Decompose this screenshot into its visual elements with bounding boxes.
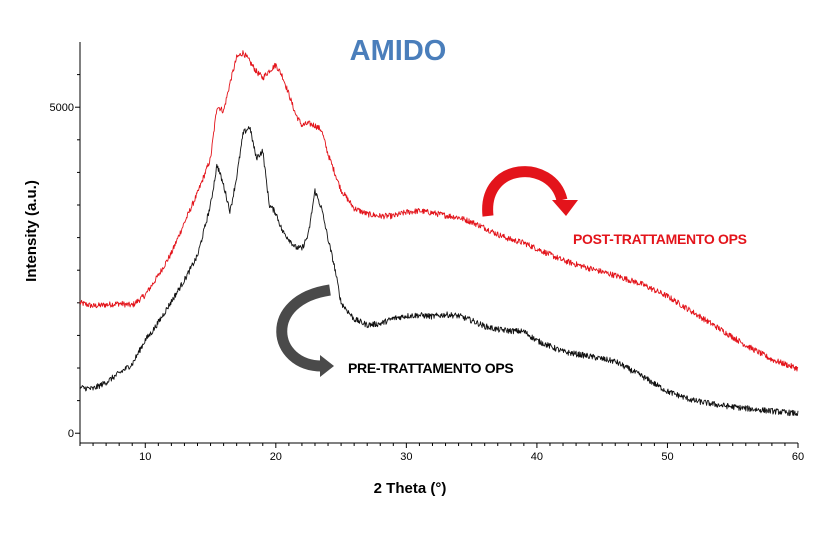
pre-treatment-label: PRE-TRATTAMENTO OPS	[348, 360, 513, 376]
x-tick-label: 60	[792, 451, 804, 463]
x-tick-label: 50	[661, 451, 673, 463]
post-treatment-label: POST-TRATTAMENTO OPS	[573, 231, 747, 247]
pre-treatment-arrow-icon	[276, 284, 334, 377]
x-tick-label: 40	[531, 451, 543, 463]
post-treatment-arrow-icon	[482, 166, 578, 217]
x-tick-label: 10	[139, 451, 151, 463]
series-line-post-trattamento	[79, 50, 799, 372]
y-tick-label: 0	[68, 428, 74, 440]
y-tick-label: 5000	[50, 102, 74, 114]
x-ticks: 10 20 30 40 50 60	[79, 443, 804, 463]
chart-title: AMIDO	[350, 35, 447, 67]
x-tick-label: 20	[270, 451, 282, 463]
y-axis-title: Intensity (a.u.)	[23, 180, 40, 282]
x-tick-label: 30	[400, 451, 412, 463]
plot-axes	[79, 42, 798, 444]
series-line-pre-trattamento	[79, 126, 799, 417]
x-axis-title: 2 Theta (°)	[374, 480, 447, 497]
y-ticks: 0 5000	[50, 74, 80, 440]
series-layer	[79, 50, 799, 417]
